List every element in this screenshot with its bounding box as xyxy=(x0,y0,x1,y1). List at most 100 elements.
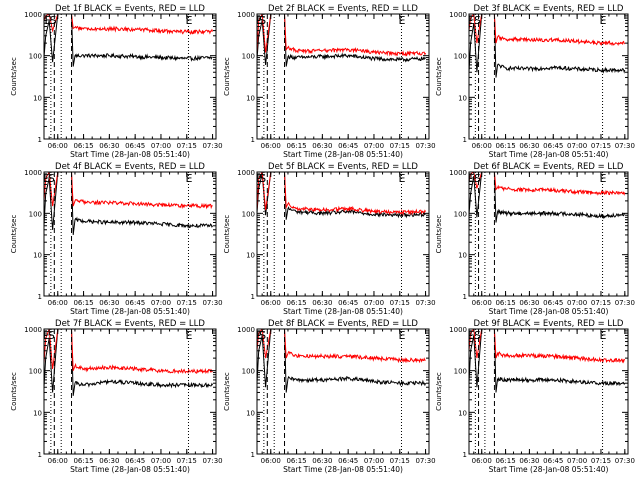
y-tick-label: 10 xyxy=(246,409,255,417)
x-tick-label: 07:30 xyxy=(615,142,635,150)
x-axis-label: Start Time (28-Jan-08 05:51:40) xyxy=(489,150,609,159)
y-tick-label: 100 xyxy=(29,368,42,376)
x-tick-label: 06:00 xyxy=(472,457,492,465)
panel-title: Det 5f BLACK = Events, RED = LLD xyxy=(268,162,418,172)
series-line-events xyxy=(469,329,626,393)
x-tick-label: 07:00 xyxy=(151,457,171,465)
x-tick-label: 06:15 xyxy=(73,457,93,465)
x-tick-label: 06:30 xyxy=(519,457,539,465)
x-tick-label: 06:00 xyxy=(48,299,68,307)
y-axis-label: Counts/sec xyxy=(435,215,443,254)
event-marker-label: E xyxy=(185,14,192,27)
y-axis-label: Counts/sec xyxy=(10,215,18,254)
x-tick-label: 07:00 xyxy=(364,457,384,465)
y-tick-label: 1000 xyxy=(449,11,467,19)
x-tick-label: 06:15 xyxy=(286,457,306,465)
axes-frame xyxy=(43,171,217,297)
y-tick-label: 1000 xyxy=(449,169,467,177)
x-tick-label: 06:15 xyxy=(286,142,306,150)
y-tick-label: 1000 xyxy=(237,326,255,334)
y-axis-label: Counts/sec xyxy=(10,57,18,96)
y-tick-label: 10 xyxy=(33,252,42,260)
x-tick-label: 06:45 xyxy=(125,299,145,307)
x-tick-label: 07:15 xyxy=(177,299,197,307)
event-marker-label: E xyxy=(600,14,607,27)
x-tick-label: 06:00 xyxy=(261,457,281,465)
x-tick-label: 07:15 xyxy=(390,457,410,465)
series-line-events xyxy=(44,14,213,67)
event-marker-label: S xyxy=(259,329,266,342)
x-tick-label: 06:15 xyxy=(495,142,515,150)
y-axis-label: Counts/sec xyxy=(435,57,443,96)
y-tick-label: 1 xyxy=(38,451,42,459)
x-tick-label: 07:30 xyxy=(202,457,222,465)
x-tick-label: 06:15 xyxy=(73,142,93,150)
event-marker-label: E xyxy=(398,329,405,342)
x-tick-label: 06:00 xyxy=(48,142,68,150)
axes-frame xyxy=(468,171,629,297)
x-tick-label: 07:30 xyxy=(415,457,435,465)
panel-title: Det 2f BLACK = Events, RED = LLD xyxy=(268,4,418,14)
series-line-lld xyxy=(469,172,626,196)
x-tick-label: 06:45 xyxy=(543,142,563,150)
series-line-lld xyxy=(257,14,427,57)
y-tick-label: 100 xyxy=(454,210,467,218)
axes-frame xyxy=(256,13,430,140)
axes-frame xyxy=(468,328,629,455)
x-tick-label: 06:45 xyxy=(338,457,358,465)
event-marker-label: S xyxy=(48,329,55,342)
panel-title: Det 3f BLACK = Events, RED = LLD xyxy=(474,4,624,14)
y-tick-label: 1000 xyxy=(24,169,42,177)
x-tick-label: 06:30 xyxy=(312,457,332,465)
y-tick-label: 10 xyxy=(458,252,467,260)
y-axis-label: Counts/sec xyxy=(223,215,231,254)
x-tick-label: 07:00 xyxy=(567,299,587,307)
panel-title: Det 9f BLACK = Events, RED = LLD xyxy=(474,319,624,329)
y-tick-label: 100 xyxy=(242,210,255,218)
event-marker-label: E xyxy=(600,172,607,185)
y-tick-label: 1000 xyxy=(24,326,42,334)
y-axis-label: Counts/sec xyxy=(223,372,231,411)
y-tick-label: 1000 xyxy=(24,11,42,19)
x-tick-label: 06:30 xyxy=(312,142,332,150)
event-marker-label: S xyxy=(48,172,55,185)
x-tick-label: 06:30 xyxy=(99,142,119,150)
x-tick-label: 07:15 xyxy=(390,142,410,150)
x-tick-label: 06:45 xyxy=(338,142,358,150)
series-line-events xyxy=(257,14,427,67)
x-tick-label: 07:30 xyxy=(415,299,435,307)
y-tick-label: 1 xyxy=(251,136,255,144)
x-tick-label: 07:00 xyxy=(567,142,587,150)
y-tick-label: 10 xyxy=(246,94,255,102)
x-tick-label: 06:30 xyxy=(99,299,119,307)
x-tick-label: 06:45 xyxy=(543,457,563,465)
x-tick-label: 07:00 xyxy=(151,299,171,307)
x-axis-label: Start Time (28-Jan-08 05:51:40) xyxy=(489,465,609,474)
event-marker-label: S xyxy=(259,172,266,185)
y-tick-label: 100 xyxy=(29,210,42,218)
y-tick-label: 100 xyxy=(242,53,255,61)
y-tick-label: 1 xyxy=(38,293,42,301)
plot-area xyxy=(44,14,214,67)
y-tick-label: 1000 xyxy=(237,169,255,177)
x-axis-label: Start Time (28-Jan-08 05:51:40) xyxy=(283,150,403,159)
event-marker-label: S xyxy=(474,329,481,342)
x-tick-label: 06:30 xyxy=(519,299,539,307)
series-line-lld xyxy=(257,172,427,216)
series-line-lld xyxy=(469,329,626,364)
x-tick-label: 06:15 xyxy=(73,299,93,307)
x-tick-label: 07:15 xyxy=(591,457,611,465)
y-tick-label: 10 xyxy=(246,252,255,260)
event-marker-label: S xyxy=(474,14,481,27)
x-tick-label: 07:30 xyxy=(615,299,635,307)
y-tick-label: 1 xyxy=(251,293,255,301)
y-tick-label: 10 xyxy=(458,94,467,102)
panel-title: Det 4f BLACK = Events, RED = LLD xyxy=(55,162,205,172)
x-tick-label: 06:45 xyxy=(125,142,145,150)
